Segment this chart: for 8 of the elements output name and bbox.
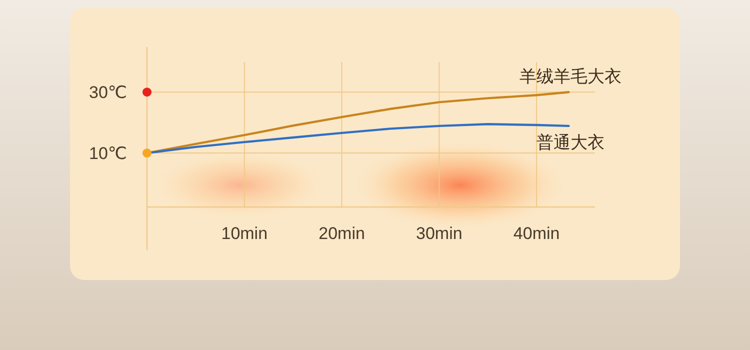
series-label: 羊绒羊毛大衣 bbox=[520, 67, 622, 86]
x-tick-label: 40min bbox=[513, 224, 560, 243]
x-tick-label: 10min bbox=[221, 224, 268, 243]
y-tick-label: 30℃ bbox=[88, 83, 127, 102]
y-tick-label: 10℃ bbox=[88, 144, 127, 164]
x-tick-label: 20min bbox=[318, 224, 365, 243]
x-tick-label: 30min bbox=[416, 224, 462, 243]
series-label: 普通大衣 bbox=[536, 132, 605, 152]
